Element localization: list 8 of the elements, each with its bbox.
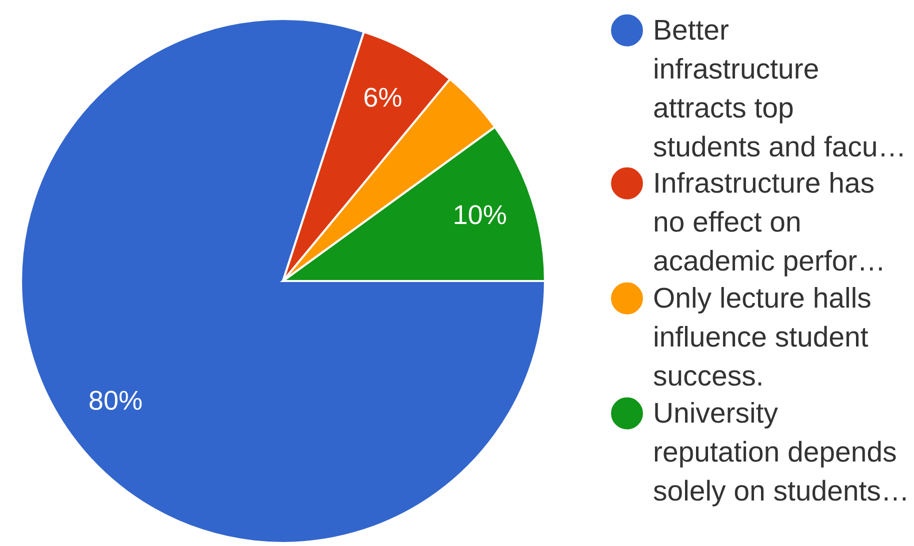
legend-label: University reputation depends solely on students…	[654, 402, 906, 506]
data-label: 10%	[454, 205, 506, 224]
data-label: 80%	[90, 390, 142, 410]
legend-label: Better infrastructure attracts top students and facu…	[654, 20, 902, 157]
pie-slice	[20, 18, 546, 544]
legend-label: Infrastructure has no effect on academic perfor…	[654, 172, 882, 276]
legend-label: Only lecture halls influence student success.	[654, 287, 870, 386]
data-label: 6%	[364, 88, 402, 107]
